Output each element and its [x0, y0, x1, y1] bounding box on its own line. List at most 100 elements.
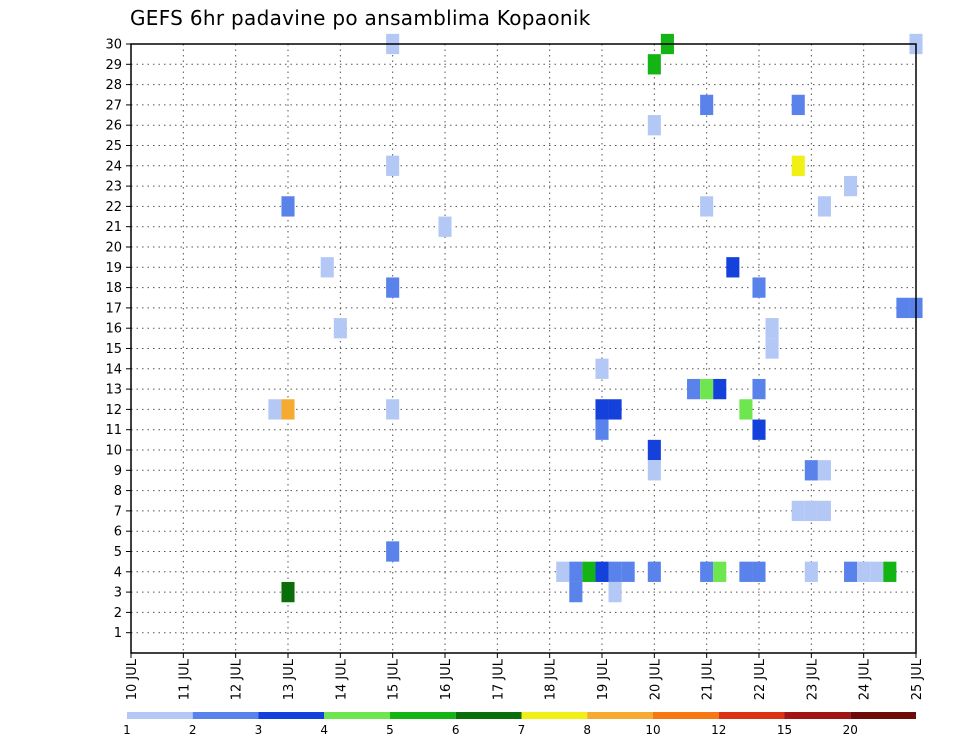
legend-swatch — [390, 712, 456, 719]
precip-cell — [608, 399, 622, 420]
precip-cell — [608, 561, 622, 582]
precip-cell — [739, 399, 753, 420]
precip-cell — [281, 399, 295, 420]
precipitation-cells — [268, 33, 923, 603]
legend-label: 2 — [189, 723, 197, 737]
y-tick-label: 22 — [105, 200, 122, 215]
precip-cell — [817, 500, 831, 522]
y-tick-label: 12 — [105, 403, 122, 418]
precip-cell — [752, 419, 766, 440]
y-tick-label: 17 — [105, 301, 122, 316]
x-tick-label: 15 JUL — [387, 658, 402, 700]
precip-cell — [281, 581, 295, 603]
y-tick-label: 29 — [105, 58, 122, 73]
legend-swatch — [521, 712, 588, 719]
precip-cell — [608, 581, 622, 603]
legend-label: 8 — [583, 723, 591, 737]
precip-cell — [896, 297, 910, 319]
y-tick-label: 23 — [105, 180, 122, 195]
legend-swatch — [587, 712, 653, 719]
precip-cell — [647, 460, 661, 481]
precip-cell — [791, 500, 805, 522]
x-tick-label: 12 JUL — [230, 658, 245, 700]
precip-cell — [333, 318, 347, 339]
x-tick-label: 23 JUL — [805, 658, 820, 700]
precip-cell — [386, 155, 400, 176]
legend-swatch — [127, 712, 193, 719]
legend-label: 15 — [777, 723, 792, 737]
legend-label: 4 — [320, 723, 328, 737]
precip-cell — [438, 216, 452, 237]
legend-swatch — [653, 712, 719, 719]
plot-frame — [130, 43, 917, 654]
precip-cell — [386, 541, 400, 562]
x-tick-label: 21 JUL — [701, 658, 716, 700]
precip-cell — [621, 561, 635, 582]
precip-cell — [726, 257, 740, 278]
y-tick-label: 20 — [105, 241, 122, 256]
legend-label: 1 — [123, 723, 131, 737]
legend-swatch — [258, 712, 325, 719]
precip-cell — [857, 561, 871, 582]
y-tick-label: 6 — [114, 525, 122, 540]
precip-cell — [700, 94, 714, 116]
precip-cell — [582, 561, 596, 582]
legend-swatch — [192, 712, 259, 719]
x-tick-label: 11 JUL — [177, 658, 192, 700]
precip-cell — [739, 561, 753, 582]
y-tick-label: 26 — [105, 119, 122, 134]
precip-cell — [791, 155, 805, 176]
legend-swatch — [718, 712, 785, 719]
x-tick-label: 25 JUL — [910, 658, 925, 700]
precip-cell — [700, 561, 714, 582]
x-tick-label: 13 JUL — [282, 658, 297, 700]
x-tick-label: 10 JUL — [125, 658, 140, 700]
legend-label: 6 — [452, 723, 460, 737]
y-tick-label: 30 — [105, 38, 122, 53]
precip-cell — [844, 175, 858, 197]
x-tick-label: 24 JUL — [858, 658, 873, 700]
y-tick-label: 15 — [105, 342, 122, 357]
x-tick-label: 14 JUL — [334, 658, 349, 700]
precip-cell — [556, 561, 570, 582]
precip-cell — [595, 561, 609, 582]
y-tick-label: 21 — [105, 220, 122, 235]
precip-cell — [268, 399, 282, 420]
y-tick-label: 8 — [114, 484, 122, 499]
legend-swatch — [850, 712, 916, 719]
grid-lines — [131, 43, 916, 653]
y-tick-label: 11 — [105, 423, 122, 438]
precip-cell — [647, 115, 661, 136]
precip-cell — [765, 338, 779, 359]
y-tick-label: 1 — [114, 626, 122, 641]
precip-cell — [700, 196, 714, 217]
y-tick-label: 19 — [105, 261, 122, 276]
y-tick-label: 10 — [105, 444, 122, 459]
precip-cell — [647, 439, 661, 461]
y-tick-label: 24 — [105, 159, 122, 174]
y-tick-label: 27 — [105, 98, 122, 113]
x-tick-label: 22 JUL — [753, 658, 768, 700]
y-tick-label: 18 — [105, 281, 122, 296]
axis-ticks — [126, 43, 917, 658]
precip-cell — [569, 581, 583, 603]
y-tick-label: 28 — [105, 78, 122, 93]
x-tick-label: 16 JUL — [439, 658, 454, 700]
legend-label: 12 — [711, 723, 726, 737]
y-tick-label: 13 — [105, 383, 122, 398]
precip-cell — [687, 378, 701, 400]
y-tick-label: 5 — [114, 545, 122, 560]
precip-cell — [883, 561, 897, 582]
precip-cell — [320, 257, 334, 278]
y-tick-label: 9 — [114, 464, 122, 479]
precip-cell — [765, 318, 779, 339]
precip-cell — [595, 399, 609, 420]
precip-cell — [844, 561, 858, 582]
legend-label: 20 — [843, 723, 858, 737]
precip-cell — [870, 561, 884, 582]
precip-cell — [569, 561, 583, 582]
legend-swatch — [455, 712, 522, 719]
precip-cell — [595, 419, 609, 440]
y-tick-label: 2 — [114, 606, 122, 621]
